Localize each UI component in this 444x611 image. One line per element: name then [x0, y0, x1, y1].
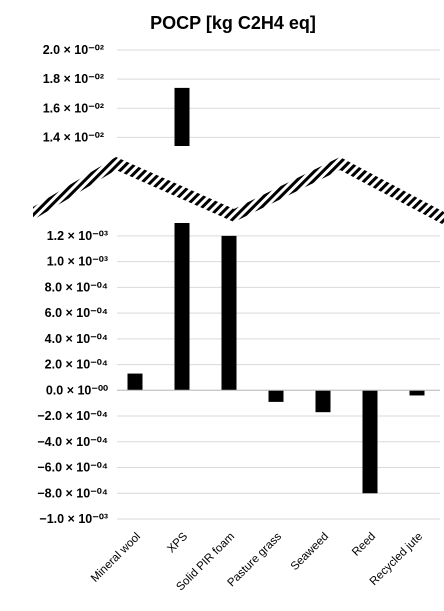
x-category-label: Reed — [350, 531, 378, 559]
lower-y-tick-label: −4.0 × 10⁻⁰⁴ — [37, 435, 108, 449]
upper-y-axis-ticks: 1.4 × 10⁻⁰² 1.6 × 10⁻⁰² 1.8 × 10⁻⁰² 2.0 × 1… — [43, 43, 104, 144]
lower-y-tick-label: 8.0 × 10⁻⁰⁴ — [45, 280, 108, 294]
lower-y-tick-label: 2.0 × 10⁻⁰⁴ — [45, 358, 108, 372]
upper-y-tick-label: 1.6 × 10⁻⁰² — [43, 101, 104, 115]
lower-y-tick-label: −8.0 × 10⁻⁰⁴ — [37, 486, 108, 500]
lower-y-tick-label: 4.0 × 10⁻⁰⁴ — [45, 332, 108, 346]
bar — [127, 373, 143, 391]
lower-y-axis-ticks: −1.0 × 10⁻⁰³ −8.0 × 10⁻⁰⁴ −6.0 × 10⁻⁰⁴ −4.0… — [37, 229, 109, 526]
bar — [268, 390, 284, 402]
lower-y-tick-label: 1.2 × 10⁻⁰³ — [47, 229, 108, 243]
bar — [409, 390, 425, 396]
bar — [221, 235, 237, 391]
upper-y-tick-label: 2.0 × 10⁻⁰² — [43, 43, 104, 57]
bars — [127, 87, 425, 494]
lower-y-tick-label: −6.0 × 10⁻⁰⁴ — [37, 461, 108, 475]
bar — [315, 390, 331, 413]
bar — [174, 223, 190, 391]
x-category-label: XPS — [165, 530, 190, 555]
x-category-label: Seaweed — [289, 531, 331, 573]
lower-y-tick-label: −1.0 × 10⁻⁰³ — [39, 512, 108, 526]
chart-title: POCP [kg C2H4 eq] — [150, 13, 316, 33]
lower-gridlines — [117, 235, 440, 520]
lower-y-tick-label: −2.0 × 10⁻⁰⁴ — [37, 409, 108, 423]
lower-y-tick-label: 6.0 × 10⁻⁰⁴ — [45, 306, 108, 320]
lower-y-tick-label: 0.0 × 10⁻⁰⁰ — [46, 383, 109, 397]
upper-y-tick-label: 1.8 × 10⁻⁰² — [43, 72, 104, 86]
axis-break-hatch — [33, 157, 444, 225]
lower-y-tick-label: 1.0 × 10⁻⁰³ — [47, 255, 108, 269]
bar-upper-segment — [174, 87, 190, 146]
bar — [362, 390, 378, 494]
x-category-label: Mineral wool — [89, 531, 143, 585]
axis-break — [0, 154, 444, 225]
upper-gridlines — [117, 49, 440, 138]
upper-y-tick-label: 1.4 × 10⁻⁰² — [43, 130, 104, 144]
